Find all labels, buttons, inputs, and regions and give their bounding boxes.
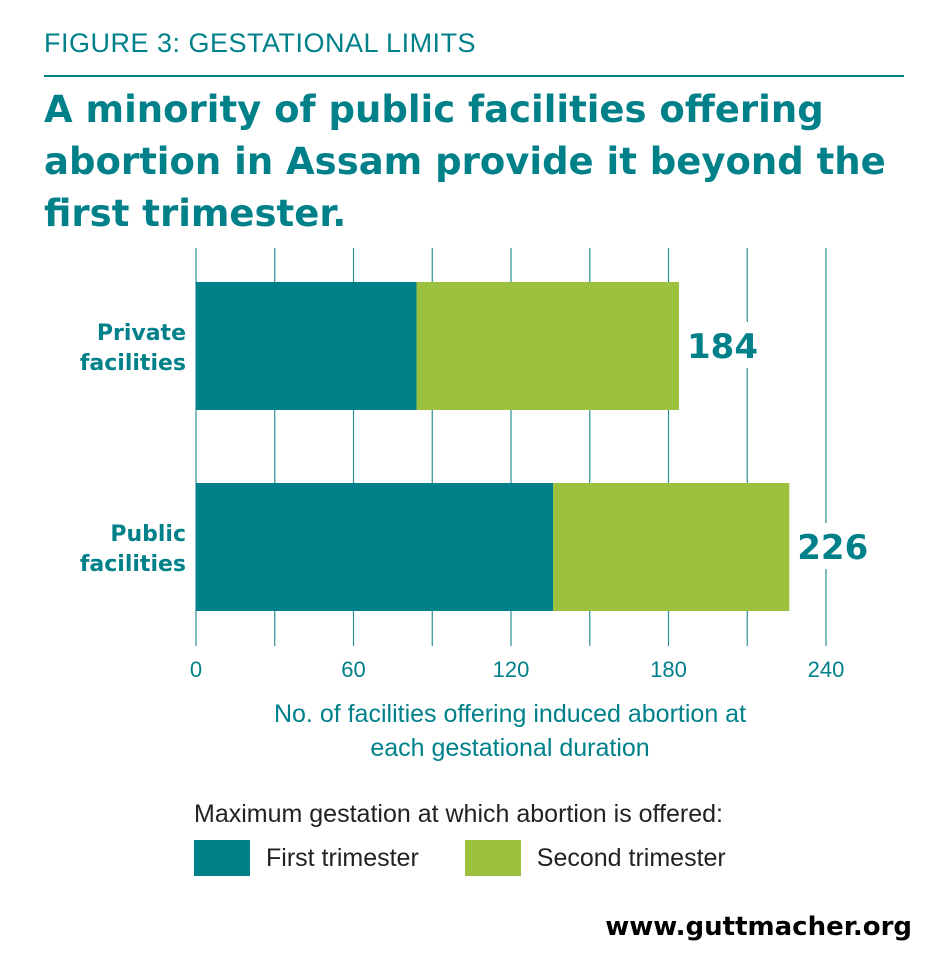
total-label-backing <box>683 322 757 368</box>
total-label-backing <box>793 523 868 569</box>
figure-label: FIGURE 3: GESTATIONAL LIMITS <box>44 28 477 58</box>
header-rule <box>44 75 904 77</box>
bar-segment <box>196 483 553 611</box>
category-label: facilities <box>80 552 186 577</box>
category-label: Public <box>110 522 186 547</box>
bar-segment <box>416 282 679 410</box>
chart-headline: A minority of public facilities offering… <box>44 88 886 235</box>
x-tick-label: 180 <box>650 657 687 682</box>
legend-item-second-trimester: Second trimester <box>464 840 726 876</box>
category-label: Private <box>97 321 186 346</box>
legend-swatch-first-trimester <box>194 840 250 876</box>
bar-total-label: 184 <box>687 327 758 367</box>
legend-item-first-trimester: First trimester <box>194 840 419 876</box>
x-tick-label: 240 <box>808 657 845 682</box>
bar-segment <box>553 483 790 611</box>
legend: First trimester Second trimester <box>194 840 772 876</box>
source-url: www.guttmacher.org <box>605 912 912 942</box>
bar-total-label: 226 <box>797 528 868 568</box>
bar-chart: 184 Private facilities 226 Public facilities 0… <box>80 248 868 682</box>
x-tick-label: 60 <box>341 657 365 682</box>
category-label: facilities <box>80 351 186 376</box>
legend-label-second-trimester: Second trimester <box>536 843 726 872</box>
bar-segment <box>196 282 417 410</box>
x-tick-label: 0 <box>190 657 202 682</box>
legend-title: Maximum gestation at which abortion is o… <box>194 800 723 828</box>
legend-swatch-second-trimester <box>464 840 521 876</box>
x-axis-label: No. of facilities offering induced abort… <box>273 700 747 762</box>
x-tick-label: 120 <box>493 657 530 682</box>
legend-label-first-trimester: First trimester <box>266 843 419 872</box>
